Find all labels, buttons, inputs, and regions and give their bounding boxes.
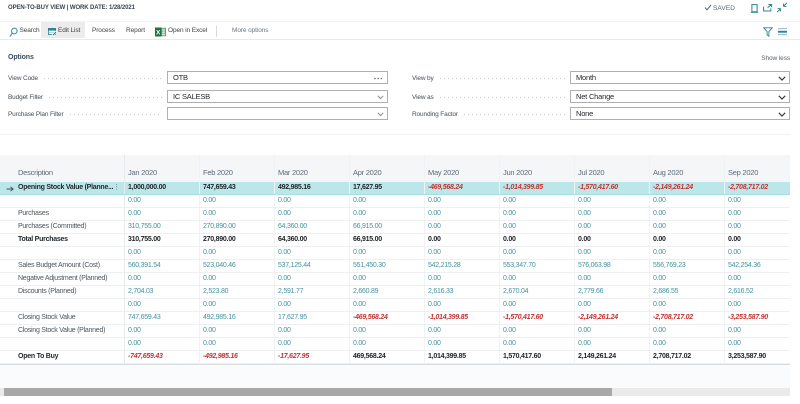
svg-text:X: X	[156, 29, 161, 36]
